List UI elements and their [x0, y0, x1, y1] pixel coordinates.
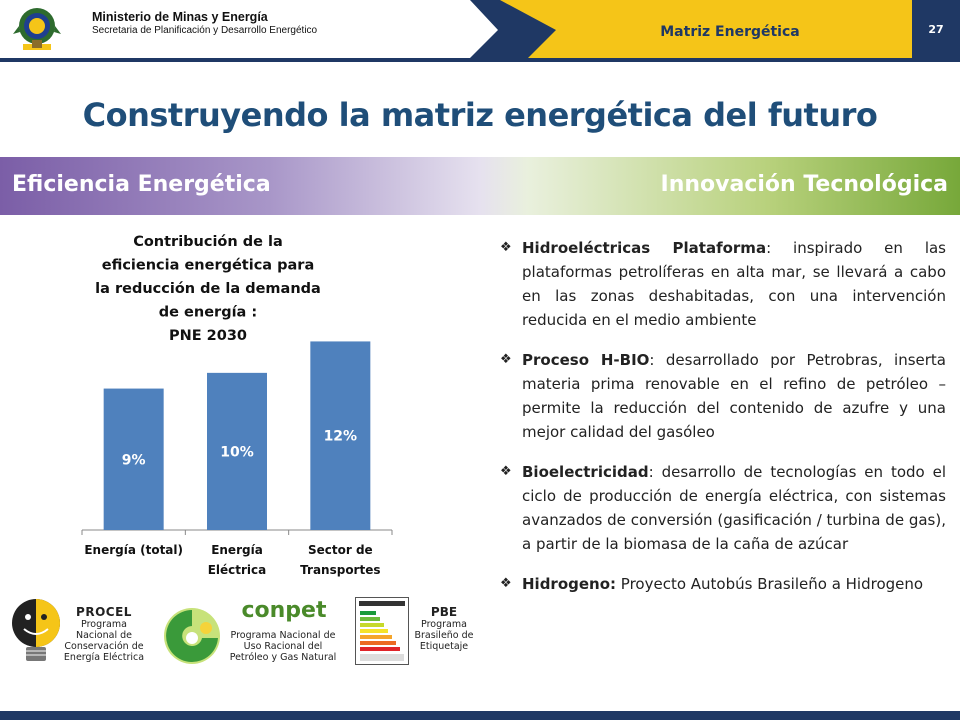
bullet-text: desarrollo de tecnologías en todo el cic… [522, 463, 946, 553]
diamond-bullet-icon: ❖ [500, 576, 512, 591]
category-label: Eléctrica [208, 563, 267, 577]
diamond-bullet-icon: ❖ [500, 240, 512, 255]
conpet-desc-1: Programa Nacional de [230, 630, 336, 641]
chart-title-line: eficiencia energética para [102, 258, 315, 274]
header-ribbon [470, 0, 912, 58]
bar-data-label: 9% [122, 452, 146, 468]
secretariat-name: Secretaria de Planificación y Desarrollo… [92, 25, 318, 36]
section-title: Matriz Energética [660, 24, 800, 40]
bullet-text: desarrollado por Petrobras, inserta mate… [522, 351, 946, 441]
list-item: ❖ Hidroeléctricas Plataforma: inspirado … [498, 236, 946, 332]
page-title: Construyendo la matriz energética del fu… [82, 96, 878, 134]
chart-title-line: PNE 2030 [169, 328, 247, 344]
list-item: ❖ Bioelectricidad: desarrollo de tecnolo… [498, 460, 946, 556]
pbe-desc-2: Brasileño de [414, 630, 474, 641]
procel-desc-3: Conservación de [64, 641, 144, 652]
category-label: Transportes [300, 563, 380, 577]
procel-desc-2: Nacional de [76, 630, 132, 641]
list-item: ❖ Hidrogeno: Proyecto Autobús Brasileño … [498, 572, 946, 596]
procel-name: PROCEL [76, 605, 132, 619]
efficiency-chart: Contribución de la eficiencia energética … [81, 234, 393, 577]
diamond-bullet-icon: ❖ [500, 352, 512, 367]
chart-title-line: Contribución de la [133, 234, 283, 250]
procel-bulb-icon [12, 599, 60, 661]
bar-data-label: 12% [324, 429, 358, 445]
procel-desc-1: Programa [81, 619, 127, 630]
innovation-list: ❖ Hidroeléctricas Plataforma: inspirado … [498, 236, 946, 612]
category-label: Energía (total) [84, 543, 183, 557]
chart-bar [207, 372, 267, 530]
bullet-text: inspirado en las plataformas petrolífera… [522, 239, 946, 329]
bullet-sep: : [766, 239, 772, 257]
band-left-label: Eficiencia Energética [12, 172, 271, 197]
category-label: Sector de [308, 543, 373, 557]
pbe-desc-3: Etiquetaje [419, 641, 469, 652]
bullet-term: Proceso H-BIO [522, 351, 650, 369]
bullet-term: Bioelectricidad [522, 463, 649, 481]
band-right-label: Innovación Tecnológica [660, 172, 948, 197]
bullet-term: Hidrogeno: [522, 575, 617, 593]
category-label: Energía [211, 543, 263, 557]
chart-title-line: la reducción de la demanda [95, 281, 321, 297]
conpet-swirl-icon [164, 608, 220, 664]
bullet-sep: : [648, 463, 654, 481]
procel-logo-text: PROCEL Programa Nacional de Conservación… [56, 605, 152, 663]
ministry-name: Ministerio de Minas y Energía [92, 10, 268, 24]
procel-desc-4: Energía Eléctrica [63, 652, 145, 663]
header-divider [0, 58, 960, 62]
footer-bar [0, 711, 960, 720]
pbe-desc-1: Programa [421, 619, 467, 630]
bullet-sep: : [649, 351, 655, 369]
chart-title-line: de energía : [159, 305, 257, 321]
coat-of-arms-icon [13, 8, 61, 50]
bullet-text: Proyecto Autobús Brasileño a Hidrogeno [616, 575, 924, 593]
chart-bar [103, 388, 164, 530]
header: Ministerio de Minas y Energía Secretaria… [0, 0, 960, 62]
page-number: 27 [912, 0, 960, 58]
conpet-desc: Programa Nacional de Uso Racional del Pe… [218, 630, 348, 663]
bar-data-label: 10% [220, 444, 254, 460]
energy-label-icon [355, 597, 409, 665]
conpet-name: conpet [241, 598, 327, 623]
conpet-desc-3: Petróleo y Gas Natural [229, 652, 337, 663]
pbe-logo-text: PBE Programa Brasileño de Etiquetaje [412, 605, 476, 652]
section-band [0, 157, 960, 215]
pbe-name: PBE [430, 605, 458, 619]
bullet-term: Hidroeléctricas Plataforma [522, 239, 767, 257]
list-item: ❖ Proceso H-BIO: desarrollado por Petrob… [498, 348, 946, 444]
diamond-bullet-icon: ❖ [500, 464, 512, 479]
ministry-block: Ministerio de Minas y Energía Secretaria… [92, 10, 317, 36]
chart-bar [310, 341, 371, 530]
conpet-desc-2: Uso Racional del [243, 641, 323, 652]
